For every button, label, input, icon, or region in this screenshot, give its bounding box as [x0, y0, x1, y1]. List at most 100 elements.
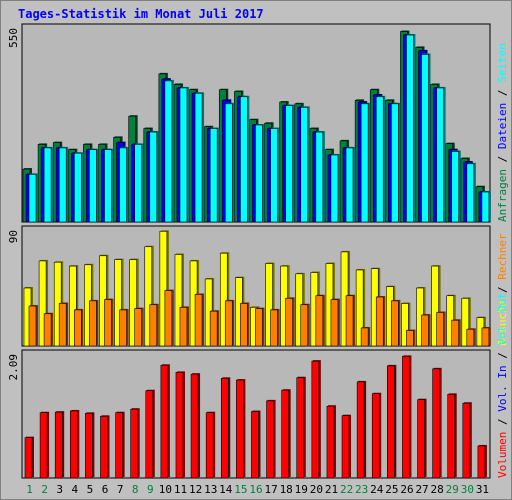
bar-requests-seiten-day-22: [345, 147, 354, 223]
bar-volume-volumen-day-26: [402, 356, 410, 479]
bar-visits-rechner-day-31: [481, 327, 490, 347]
bar-requests-seiten-day-27: [421, 54, 429, 223]
day-label-9: 9: [147, 483, 154, 496]
legend-part: /: [496, 412, 509, 432]
bar-visits-besuche-day-30: [461, 298, 470, 347]
chart-title: Tages-Statistik im Monat Juli 2017: [18, 7, 264, 21]
day-label-5: 5: [87, 483, 94, 496]
day-label-11: 11: [174, 483, 187, 496]
legend-part: /: [496, 83, 509, 103]
legend-part: /: [496, 280, 509, 300]
bar-visits-rechner-day-16: [255, 308, 263, 347]
bar-requests-seiten-day-29: [451, 151, 460, 223]
legend-part: Besuche: [496, 300, 509, 346]
legend-part: Anfragen: [496, 169, 509, 222]
bar-volume-volumen-day-28: [432, 368, 440, 479]
day-label-3: 3: [56, 483, 63, 496]
bar-visits-rechner-day-10: [164, 290, 173, 347]
day-label-12: 12: [189, 483, 202, 496]
bar-visits-rechner-day-17: [270, 309, 278, 347]
day-label-4: 4: [72, 483, 79, 496]
bar-volume-volumen-day-18: [281, 389, 289, 479]
bar-visits-rechner-day-21: [330, 299, 339, 347]
bar-visits-besuche-day-10: [159, 230, 168, 347]
legend-requests: Anfragen / Dateien / Seiten: [496, 43, 509, 222]
legend-part: Seiten: [496, 43, 509, 83]
bar-requests-seiten-day-25: [391, 103, 399, 223]
bar-volume-volumen-day-31: [477, 445, 486, 479]
bar-volume-volumen-day-15: [236, 379, 244, 479]
day-label-6: 6: [102, 483, 109, 496]
bar-visits-besuche-day-4: [68, 265, 77, 347]
day-label-31: 31: [476, 483, 489, 496]
day-label-18: 18: [280, 483, 293, 496]
day-label-28: 28: [431, 483, 444, 496]
day-label-25: 25: [385, 483, 398, 496]
bar-requests-seiten-day-13: [209, 128, 218, 223]
bar-volume-volumen-day-23: [356, 381, 365, 479]
day-label-10: 10: [159, 483, 172, 496]
bar-visits-rechner-day-22: [345, 295, 354, 347]
bar-volume-volumen-day-24: [371, 393, 380, 479]
bar-requests-seiten-day-24: [375, 96, 384, 223]
bar-requests-seiten-day-20: [315, 131, 324, 223]
day-label-15: 15: [234, 483, 247, 496]
bar-visits-besuche-day-2: [38, 260, 47, 347]
bar-volume-volumen-day-13: [205, 412, 214, 479]
bar-visits-rechner-day-7: [119, 309, 127, 347]
bar-visits-rechner-day-25: [391, 300, 399, 347]
bar-visits-besuche-day-17: [265, 263, 273, 347]
bar-visits-rechner-day-18: [285, 298, 293, 347]
bar-visits-rechner-day-23: [360, 327, 369, 347]
bar-visits-rechner-day-26: [406, 330, 414, 347]
bar-requests-seiten-day-11: [179, 87, 188, 223]
legend-part: /: [496, 346, 509, 366]
day-label-27: 27: [415, 483, 428, 496]
bar-volume-volumen-day-9: [145, 390, 154, 479]
bar-requests-seiten-day-2: [43, 147, 52, 223]
day-label-16: 16: [249, 483, 262, 496]
day-label-23: 23: [355, 483, 368, 496]
bar-visits-besuche-day-11: [174, 254, 183, 347]
bar-requests-seiten-day-8: [134, 144, 142, 223]
bar-visits-rechner-day-12: [194, 294, 203, 347]
bar-visits-besuche-day-23: [355, 269, 364, 347]
bar-visits-rechner-day-11: [179, 307, 188, 347]
bar-volume-volumen-day-19: [296, 377, 305, 479]
day-label-19: 19: [295, 483, 308, 496]
bar-visits-rechner-day-29: [451, 319, 460, 347]
bar-requests-seiten-day-15: [240, 96, 248, 223]
panel-requests-ymax-label: 550: [7, 28, 20, 48]
day-label-26: 26: [400, 483, 413, 496]
bar-visits-rechner-day-8: [134, 308, 142, 347]
legend-volume: Volumen / Vol. In / Vol. Out: [496, 293, 509, 478]
panel-visits-ymax-label: 90: [7, 230, 20, 243]
bar-volume-volumen-day-16: [251, 411, 259, 479]
bar-volume-volumen-day-20: [311, 360, 320, 479]
day-label-21: 21: [325, 483, 338, 496]
bar-volume-volumen-day-30: [462, 402, 471, 479]
panel-volume-ymax-label: 2.09: [7, 354, 20, 381]
bar-visits-rechner-day-2: [43, 313, 52, 347]
day-label-17: 17: [264, 483, 277, 496]
bar-requests-seiten-day-30: [466, 163, 475, 223]
day-label-14: 14: [219, 483, 233, 496]
legend-visits: Besuche / Rechner: [496, 233, 509, 346]
day-label-13: 13: [204, 483, 217, 496]
bar-volume-volumen-day-11: [175, 372, 184, 479]
bar-volume-volumen-day-22: [341, 415, 350, 479]
bar-requests-seiten-day-14: [224, 103, 233, 223]
bar-visits-rechner-day-28: [436, 312, 444, 347]
bar-volume-volumen-day-14: [220, 378, 229, 479]
bar-visits-rechner-day-20: [315, 295, 324, 347]
bar-requests-seiten-day-12: [194, 92, 203, 223]
bar-visits-rechner-day-4: [73, 309, 82, 347]
bar-visits-rechner-day-13: [209, 310, 218, 347]
bar-requests-seiten-day-7: [119, 147, 127, 223]
bar-requests-seiten-day-26: [406, 34, 414, 223]
bar-requests-seiten-day-10: [164, 80, 173, 223]
legend-part: Dateien: [496, 103, 509, 149]
legend-part: Vol. In: [496, 365, 509, 411]
bar-volume-volumen-day-29: [447, 394, 456, 479]
